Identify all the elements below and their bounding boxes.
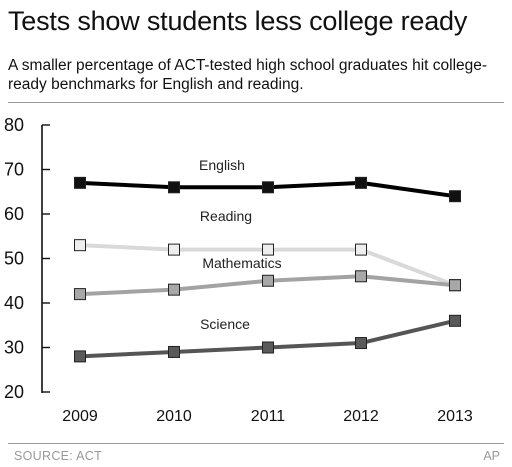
series-label-mathematics: Mathematics — [202, 255, 281, 271]
top-divider — [8, 102, 504, 103]
x-tick-label: 2012 — [343, 408, 379, 425]
data-point-english — [262, 181, 274, 194]
y-tick-label: 30 — [4, 338, 24, 358]
x-tick-label: 2011 — [251, 408, 286, 425]
data-point-reading — [355, 243, 367, 256]
data-point-mathematics — [449, 279, 461, 292]
x-tick-label: 2013 — [437, 408, 473, 425]
data-point-science — [449, 314, 461, 327]
y-tick-label: 20 — [4, 382, 24, 402]
series-labels: English Reading Mathematics Science — [199, 157, 282, 332]
data-point-english — [355, 176, 367, 189]
y-tick-label: 70 — [4, 160, 24, 180]
x-tick-label: 2009 — [62, 408, 98, 425]
data-point-science — [74, 350, 86, 363]
data-point-english — [168, 181, 180, 194]
series-label-reading: Reading — [200, 208, 252, 224]
data-point-mathematics — [74, 288, 86, 301]
chart-title: Tests show students less college ready — [8, 6, 468, 36]
data-point-english — [74, 176, 86, 189]
data-point-science — [262, 341, 274, 354]
data-point-english — [449, 190, 461, 203]
y-tick-label: 50 — [4, 249, 24, 269]
series-label-science: Science — [200, 316, 250, 332]
x-tick-label: 2010 — [156, 408, 192, 425]
chart-axes: 20 30 40 50 60 70 80 2009 2010 2011 2012 2013 — [4, 115, 473, 425]
data-point-reading — [168, 243, 180, 256]
data-point-mathematics — [355, 270, 367, 283]
data-point-reading — [262, 243, 274, 256]
source-credit: SOURCE: ACT — [14, 449, 103, 463]
data-point-reading — [74, 239, 86, 252]
series-layer — [74, 176, 461, 363]
y-tick-label: 40 — [4, 293, 24, 313]
data-point-science — [168, 345, 180, 358]
chart-subtitle: A smaller percentage of ACT-tested high … — [8, 57, 488, 93]
y-tick-label: 60 — [4, 204, 24, 224]
series-label-english: English — [199, 157, 245, 173]
data-point-mathematics — [262, 274, 274, 287]
data-point-mathematics — [168, 283, 180, 296]
y-tick-label: 80 — [4, 115, 24, 135]
agency-credit: AP — [483, 449, 500, 463]
bottom-divider — [8, 443, 504, 444]
data-point-science — [355, 337, 367, 350]
